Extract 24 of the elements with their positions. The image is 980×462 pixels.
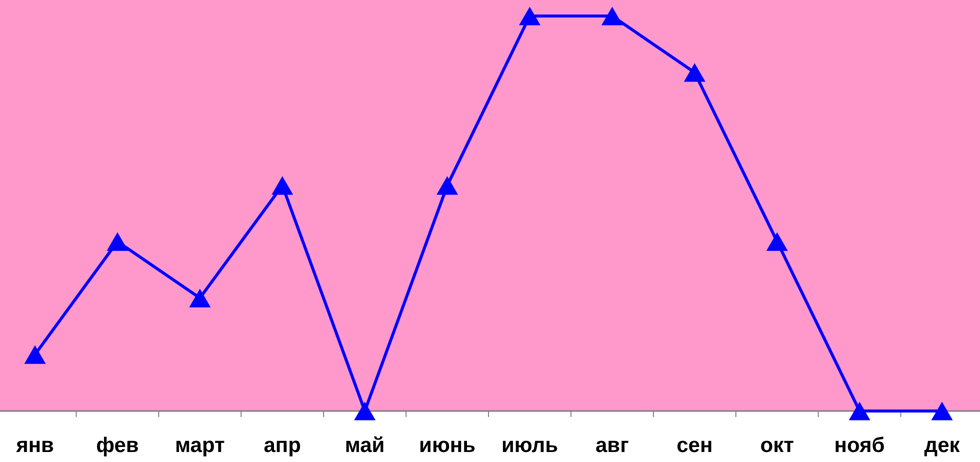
- x-tick-label: дек: [924, 434, 960, 457]
- x-tick-label: июнь: [419, 434, 476, 457]
- x-tick-label: авг: [596, 434, 630, 457]
- point: [684, 63, 706, 82]
- point: [518, 6, 540, 26]
- point: [354, 402, 376, 420]
- point: [931, 402, 953, 420]
- point: [848, 402, 870, 420]
- x-tick-label: янв: [15, 434, 54, 457]
- point: [601, 6, 623, 26]
- x-tick-label: май: [344, 434, 385, 457]
- point: [436, 176, 458, 195]
- point: [189, 288, 211, 308]
- point: [272, 176, 294, 195]
- x-tick-label: фев: [96, 434, 139, 457]
- point: [24, 345, 46, 364]
- x-tick-label: окт: [760, 434, 794, 457]
- x-tick-label: нояб: [834, 434, 885, 457]
- x-tick-label: апр: [264, 434, 301, 457]
- point: [106, 232, 128, 251]
- x-tick-label: март: [175, 434, 225, 457]
- point: [766, 232, 788, 251]
- x-tick-label: июль: [501, 434, 558, 457]
- x-tick-label: сен: [676, 434, 713, 457]
